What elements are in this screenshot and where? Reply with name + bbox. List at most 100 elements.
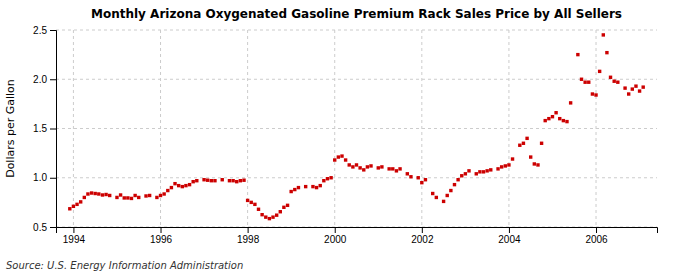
x-tick-mark (161, 227, 162, 233)
point (79, 200, 82, 203)
points (68, 33, 645, 220)
point (369, 164, 372, 167)
y-axis-line (50, 31, 57, 228)
y-tick-label: 1.0 (33, 172, 47, 183)
grid-line-x (73, 30, 74, 227)
point (533, 162, 536, 165)
point (333, 158, 336, 161)
chart-container: 19941996199820002002200420060.51.01.52.0… (0, 0, 675, 275)
point (315, 186, 318, 189)
point (395, 169, 398, 172)
point (104, 193, 107, 196)
point (409, 175, 412, 178)
point (90, 191, 93, 194)
point (119, 193, 122, 196)
point (213, 179, 216, 182)
x-tick-label: 2006 (585, 234, 608, 245)
point (144, 194, 147, 197)
point (260, 213, 263, 216)
point (250, 201, 253, 204)
point (623, 86, 626, 89)
point (358, 166, 361, 169)
point (257, 208, 260, 211)
point (387, 167, 390, 170)
point (72, 205, 75, 208)
point (264, 215, 267, 218)
y-tick-mark (50, 30, 56, 31)
x-tick-label: 1996 (150, 234, 173, 245)
annotation: Source: U.S. Energy Information Administ… (6, 260, 243, 271)
x-tick-mark (596, 227, 597, 233)
point (97, 192, 100, 195)
x-tick-label: 1998 (237, 234, 260, 245)
point (289, 190, 292, 193)
point (446, 194, 449, 197)
y-tick-mark (50, 227, 56, 228)
point (253, 203, 256, 206)
point (311, 185, 314, 188)
point (159, 194, 162, 197)
y-tick: 1.5 (33, 123, 56, 134)
x-tick: 2000 (324, 227, 347, 245)
point (155, 196, 158, 199)
grid (56, 30, 657, 227)
y-axis-title: Dollars per Gallon (4, 79, 17, 178)
point (417, 176, 420, 179)
point (456, 178, 459, 181)
point (344, 158, 347, 161)
title: Monthly Arizona Oxygenated Gasoline Prem… (91, 7, 622, 21)
point (148, 194, 151, 197)
point (166, 189, 169, 192)
point (181, 185, 184, 188)
grid-line-y (56, 128, 657, 129)
point (68, 207, 71, 210)
point (518, 144, 521, 147)
y-tick-label: 2.5 (33, 25, 47, 36)
point (184, 184, 187, 187)
point (322, 179, 325, 182)
y-tick: 2.0 (33, 74, 56, 85)
point (511, 157, 514, 160)
point (406, 172, 409, 175)
point (337, 155, 340, 158)
x-tick-mark (509, 227, 510, 233)
point (544, 119, 547, 122)
point (551, 115, 554, 118)
grid-line-y (56, 79, 657, 80)
point (482, 170, 485, 173)
point (206, 179, 209, 182)
point (275, 213, 278, 216)
plot-area: 19941996199820002002200420060.51.01.52.0… (33, 25, 657, 245)
y-tick: 2.5 (33, 25, 56, 36)
point (362, 168, 365, 171)
point (246, 199, 249, 202)
point (340, 154, 343, 157)
x-tick-mark (73, 227, 74, 233)
point (580, 78, 583, 81)
y-tick-mark (50, 178, 56, 179)
x-tick: 1998 (237, 227, 260, 245)
point (268, 217, 271, 220)
point (170, 186, 173, 189)
point (424, 178, 427, 181)
point (293, 188, 296, 191)
point (348, 163, 351, 166)
point (605, 51, 608, 54)
point (380, 165, 383, 168)
point (108, 194, 111, 197)
point (460, 174, 463, 177)
point (591, 92, 594, 95)
point (504, 164, 507, 167)
point (351, 165, 354, 168)
point (609, 76, 612, 79)
point (377, 166, 380, 169)
point (558, 117, 561, 120)
y-tick-mark (50, 129, 56, 130)
point (133, 194, 136, 197)
point (612, 80, 615, 83)
point (162, 192, 165, 195)
point (304, 185, 307, 188)
point (602, 33, 605, 36)
point (576, 53, 579, 56)
point (231, 179, 234, 182)
